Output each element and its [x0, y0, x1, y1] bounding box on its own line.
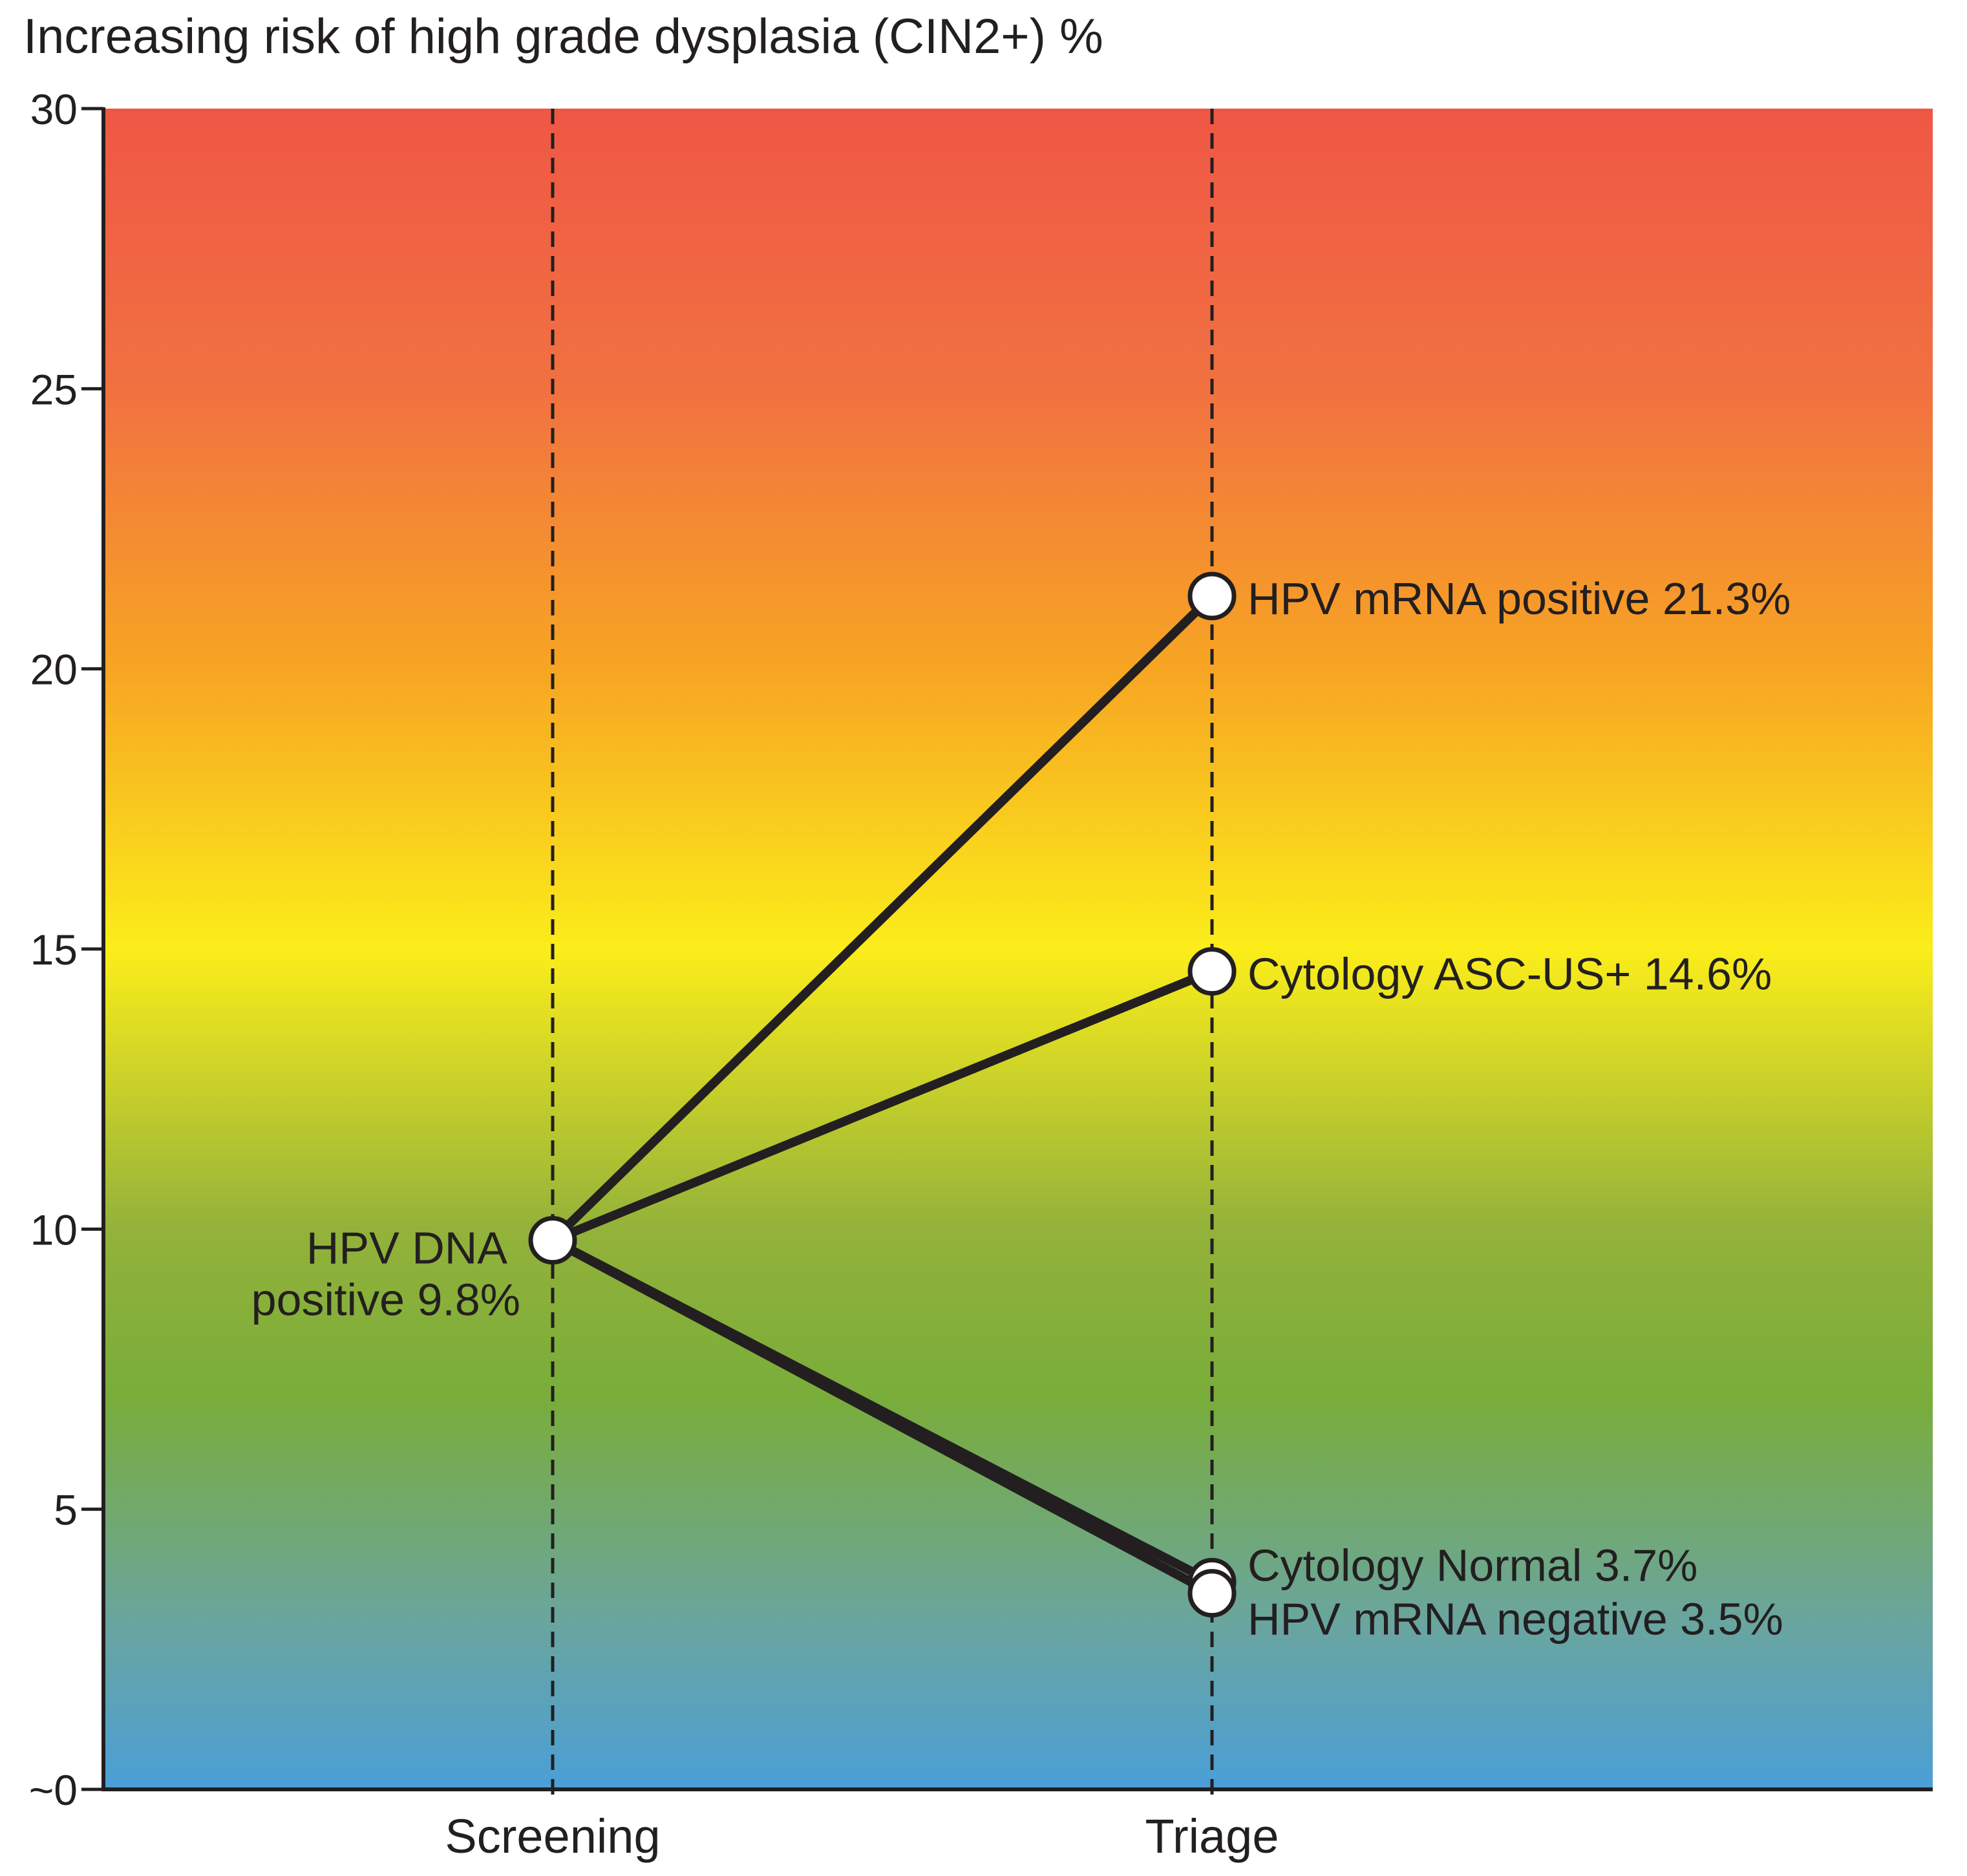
label-hpv-mrna-positive: HPV mRNA positive 21.3% [1248, 573, 1791, 624]
marker-cytology-asc-us- [1187, 947, 1237, 996]
marker-hpv-mrna-positive [1187, 571, 1237, 621]
label-cytology-normal: Cytology Normal 3.7% [1248, 1540, 1697, 1590]
y-tick-label: 15 [30, 926, 78, 974]
label-cytology-asc-us-: Cytology ASC-US+ 14.6% [1248, 949, 1772, 999]
y-tick-label: ~0 [29, 1766, 78, 1814]
y-tick-label: 10 [30, 1206, 78, 1253]
y-tick-label: 25 [30, 365, 78, 413]
label-hpv-dna-line1: HPV DNA [306, 1223, 507, 1274]
marker-hpv-dna-positive [528, 1216, 577, 1265]
y-ticks: ~0 5 10 15 20 25 30 [29, 85, 103, 1814]
y-tick-label: 30 [30, 85, 78, 133]
label-hpv-dna-line2: positive 9.8% [251, 1275, 520, 1325]
series-line-cytology-asc-us- [548, 966, 1217, 1245]
label-hpv-mrna-negative: HPV mRNA negative 3.5% [1248, 1594, 1783, 1645]
series-line-hpv-mrna-positive [548, 592, 1217, 1245]
y-tick-label: 5 [54, 1486, 78, 1534]
category-label-screening: Screening [445, 1809, 660, 1863]
marker-hpv-mrna-negative [1187, 1569, 1237, 1618]
category-label-triage: Triage [1145, 1809, 1279, 1863]
y-tick-label: 20 [30, 646, 78, 694]
risk-gradient-background [103, 109, 1933, 1789]
data-markers [528, 571, 1237, 1618]
series-lines [548, 592, 1217, 1598]
series-line-hpv-mrna-negative [548, 1235, 1217, 1598]
y-axis-title: Increasing risk of high grade dysplasia … [23, 9, 1103, 64]
